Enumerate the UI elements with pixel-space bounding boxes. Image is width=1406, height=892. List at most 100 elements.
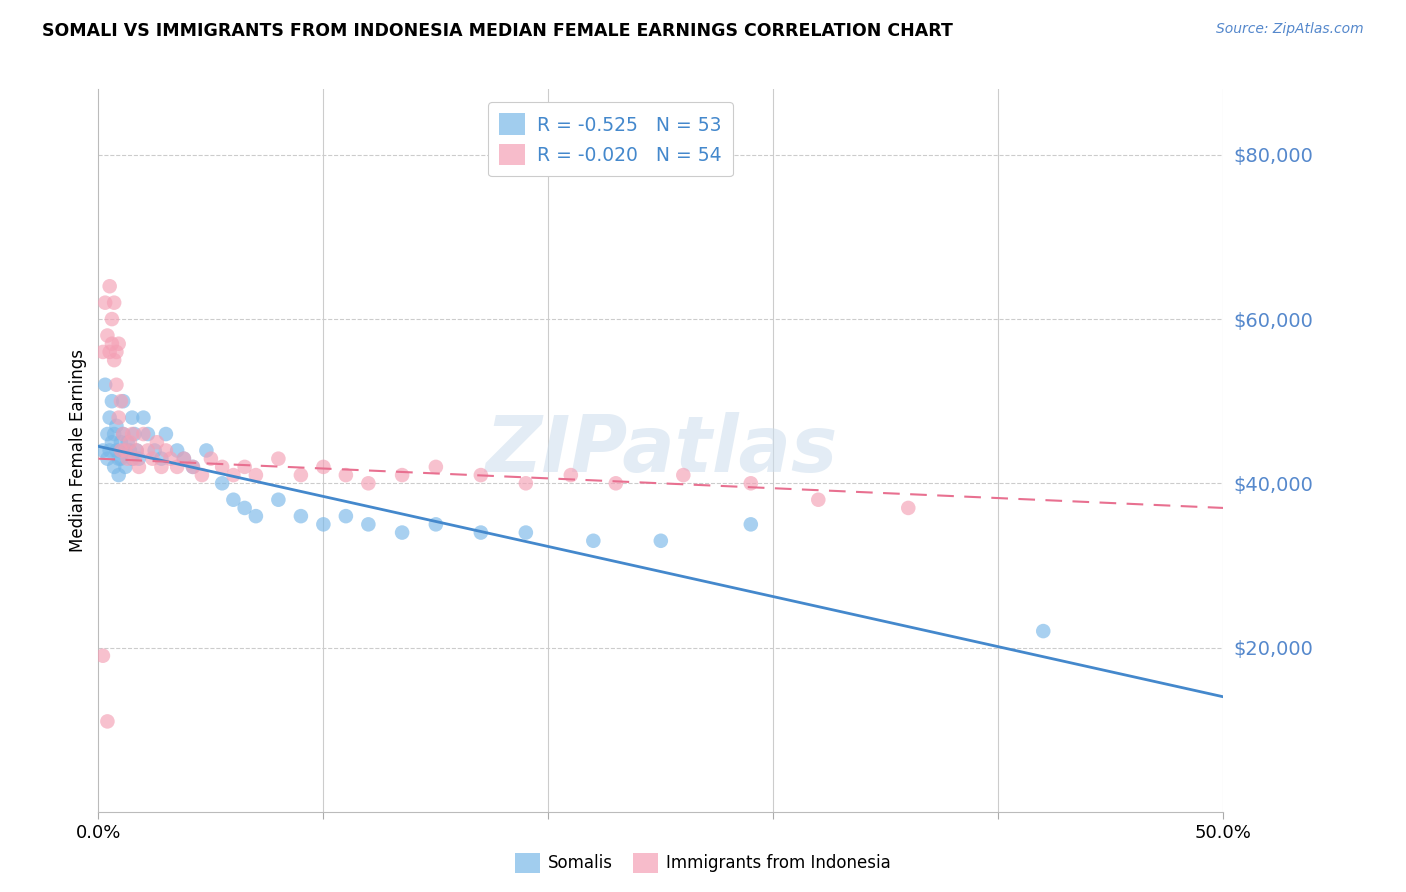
Point: [357, 517, 380, 532]
Point: [110, 394, 132, 409]
Point: [159, 451, 181, 466]
Point: [143, 443, 166, 458]
Point: [136, 427, 159, 442]
Point: [290, 468, 312, 483]
Point: [245, 468, 267, 483]
Point: [515, 525, 537, 540]
Point: [470, 468, 492, 483]
Point: [103, 459, 125, 474]
Point: [425, 517, 447, 532]
Point: [101, 394, 124, 409]
Point: [582, 533, 605, 548]
Point: [128, 451, 150, 466]
Point: [391, 525, 413, 540]
Text: ZIPatlas: ZIPatlas: [485, 412, 837, 489]
Point: [94, 377, 117, 392]
Point: [96, 714, 118, 729]
Point: [222, 468, 245, 483]
Point: [211, 459, 233, 474]
Point: [101, 435, 124, 450]
Legend: R = -0.525   N = 53, R = -0.020   N = 54: R = -0.525 N = 53, R = -0.020 N = 54: [488, 103, 733, 177]
Point: [357, 476, 380, 491]
Point: [515, 476, 537, 491]
Point: [335, 509, 357, 524]
Point: [672, 468, 695, 483]
Point: [267, 492, 290, 507]
Point: [91, 443, 114, 458]
Point: [470, 525, 492, 540]
Point: [124, 427, 146, 442]
Point: [605, 476, 627, 491]
Legend: Somalis, Immigrants from Indonesia: Somalis, Immigrants from Indonesia: [508, 847, 898, 880]
Point: [200, 451, 222, 466]
Point: [150, 459, 173, 474]
Point: [124, 451, 146, 466]
Point: [110, 451, 132, 466]
Point: [117, 451, 139, 466]
Point: [290, 509, 312, 524]
Point: [110, 435, 132, 450]
Point: [155, 427, 177, 442]
Point: [233, 459, 256, 474]
Point: [141, 451, 163, 466]
Point: [155, 443, 177, 458]
Point: [173, 451, 195, 466]
Point: [132, 427, 155, 442]
Point: [94, 295, 117, 310]
Point: [103, 427, 125, 442]
Point: [114, 443, 136, 458]
Point: [118, 443, 141, 458]
Point: [740, 476, 762, 491]
Point: [560, 468, 582, 483]
Point: [1032, 624, 1054, 639]
Point: [132, 410, 155, 425]
Point: [117, 435, 139, 450]
Point: [110, 443, 132, 458]
Point: [96, 328, 118, 343]
Point: [118, 435, 141, 450]
Point: [101, 336, 124, 351]
Point: [125, 443, 148, 458]
Point: [897, 500, 920, 515]
Point: [211, 476, 233, 491]
Point: [807, 492, 830, 507]
Point: [98, 443, 121, 458]
Point: [91, 345, 114, 359]
Text: Source: ZipAtlas.com: Source: ZipAtlas.com: [1216, 22, 1364, 37]
Point: [267, 451, 290, 466]
Point: [114, 443, 136, 458]
Point: [740, 517, 762, 532]
Point: [105, 377, 128, 392]
Point: [181, 459, 204, 474]
Point: [103, 295, 125, 310]
Point: [425, 459, 447, 474]
Point: [96, 451, 118, 466]
Point: [245, 509, 267, 524]
Point: [107, 410, 129, 425]
Point: [312, 459, 335, 474]
Point: [335, 468, 357, 483]
Text: SOMALI VS IMMIGRANTS FROM INDONESIA MEDIAN FEMALE EARNINGS CORRELATION CHART: SOMALI VS IMMIGRANTS FROM INDONESIA MEDI…: [42, 22, 953, 40]
Point: [121, 427, 143, 442]
Point: [98, 410, 121, 425]
Point: [128, 459, 150, 474]
Point: [105, 418, 128, 433]
Point: [105, 443, 128, 458]
Point: [98, 279, 121, 293]
Point: [191, 468, 214, 483]
Point: [91, 648, 114, 663]
Point: [121, 410, 143, 425]
Point: [114, 459, 136, 474]
Point: [166, 459, 188, 474]
Point: [112, 427, 135, 442]
Point: [98, 345, 121, 359]
Point: [650, 533, 672, 548]
Point: [233, 500, 256, 515]
Point: [146, 435, 169, 450]
Y-axis label: Median Female Earnings: Median Female Earnings: [69, 349, 87, 552]
Point: [107, 336, 129, 351]
Point: [103, 353, 125, 368]
Point: [107, 451, 129, 466]
Point: [136, 443, 159, 458]
Point: [112, 427, 135, 442]
